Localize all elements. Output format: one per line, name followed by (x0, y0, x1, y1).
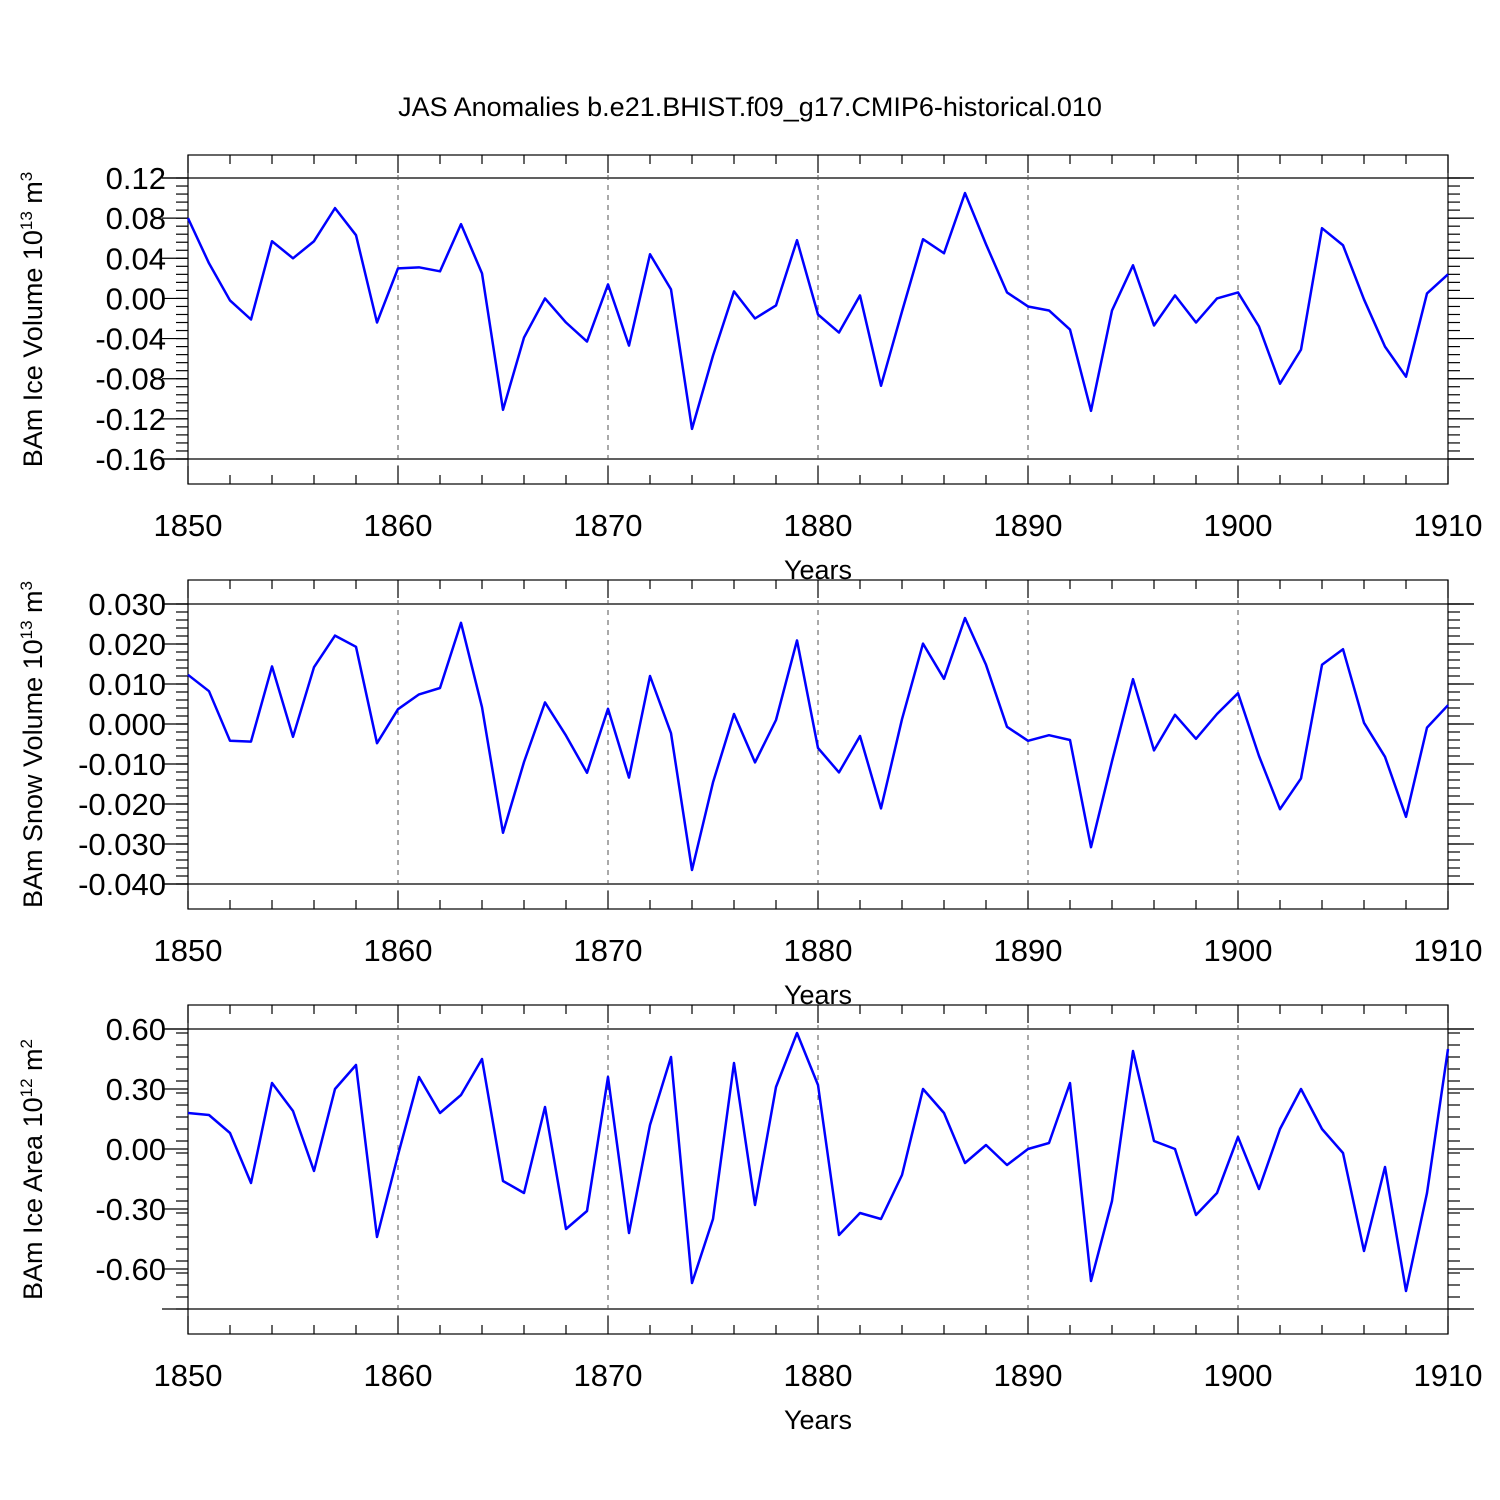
x-tick-label: 1870 (574, 933, 643, 968)
y-axis-label-text: BAm Ice Area 10 (18, 1097, 48, 1300)
y-tick-label: 0.08 (106, 201, 166, 236)
y-axis-label-exponent: 12 (17, 1078, 36, 1097)
x-tick-label: 1850 (154, 1358, 223, 1393)
y-tick-label: 0.020 (88, 627, 166, 662)
x-tick-label: 1900 (1204, 933, 1273, 968)
y-axis-label: BAm Ice Volume 1013 m3 (17, 172, 48, 468)
y-axis-label-unit: m (18, 1048, 48, 1078)
y-tick-label: -0.30 (95, 1192, 166, 1227)
y-axis-label-unit: m (18, 590, 48, 620)
chart-panel-1: 1850 1860 1870 1880 1890 1900 1910 -0.16 -0.12 -0… (17, 154, 1483, 585)
x-tick-label: 1870 (574, 1358, 643, 1393)
x-tick-label: 1890 (994, 1358, 1063, 1393)
data-series-line (186, 191, 1449, 431)
y-tick-label: -0.08 (95, 362, 166, 397)
y-tick-label: -0.010 (78, 747, 166, 782)
x-tick-label: 1880 (784, 933, 853, 968)
y-tick-label: 0.010 (88, 667, 166, 702)
data-series-line (187, 1031, 1450, 1293)
x-tick-label: 1870 (574, 508, 643, 543)
y-axis-label-exponent: 13 (17, 211, 36, 230)
y-axis-label-text: BAm Ice Volume 10 (18, 230, 48, 467)
y-axis-label-exponent: 13 (17, 620, 36, 639)
chart-panel-3: 1850 1860 1870 1880 1890 1900 1910 -0.60 -0.30 0.… (17, 1004, 1483, 1435)
x-tick-label: 1890 (994, 933, 1063, 968)
x-tick-label: 1910 (1414, 1358, 1483, 1393)
y-tick-label: 0.00 (106, 281, 166, 316)
y-axis-label: BAm Snow Volume 1013 m3 (17, 581, 48, 908)
data-series-line (187, 616, 1449, 872)
y-tick-label: -0.020 (78, 787, 166, 822)
y-axis-label-unit-exponent: 3 (17, 172, 36, 181)
x-tick-label: 1910 (1414, 933, 1483, 968)
y-tick-label: 0.30 (106, 1072, 166, 1107)
y-axis-label-unit-exponent: 3 (17, 581, 36, 590)
y-axis-label-unit: m (18, 181, 48, 211)
x-tick-label: 1900 (1204, 508, 1273, 543)
y-tick-label: 0.030 (88, 587, 166, 622)
y-tick-label: -0.16 (95, 442, 166, 477)
y-axis-label-unit-exponent: 2 (17, 1039, 36, 1048)
x-tick-label: 1900 (1204, 1358, 1273, 1393)
x-tick-label: 1860 (364, 1358, 433, 1393)
x-tick-label: 1880 (784, 508, 853, 543)
y-tick-label: 0.00 (106, 1132, 166, 1167)
y-axis-label-text: BAm Snow Volume 10 (18, 639, 48, 908)
y-tick-label: -0.030 (78, 827, 166, 862)
x-axis-label: Years (784, 1405, 852, 1435)
y-tick-label: -0.60 (95, 1252, 166, 1287)
y-tick-label: 0.000 (88, 707, 166, 742)
y-tick-label: 0.04 (106, 241, 166, 276)
x-tick-label: 1890 (994, 508, 1063, 543)
x-tick-label: 1850 (154, 508, 223, 543)
y-tick-label: 0.12 (106, 161, 166, 196)
y-tick-label: -0.040 (78, 867, 166, 902)
y-tick-label: 0.60 (106, 1012, 166, 1047)
y-tick-label: -0.12 (95, 402, 166, 437)
chart-title: JAS Anomalies b.e21.BHIST.f09_g17.CMIP6-… (398, 92, 1102, 122)
x-tick-label: 1910 (1414, 508, 1483, 543)
y-axis-label: BAm Ice Area 1012 m2 (17, 1039, 48, 1300)
x-tick-label: 1850 (154, 933, 223, 968)
x-tick-label: 1880 (784, 1358, 853, 1393)
y-tick-label: -0.04 (95, 322, 166, 357)
chart-panel-2: 1850 1860 1870 1880 1890 1900 1910 -0.040 -0.030… (17, 579, 1483, 1010)
x-tick-label: 1860 (364, 508, 433, 543)
x-tick-label: 1860 (364, 933, 433, 968)
